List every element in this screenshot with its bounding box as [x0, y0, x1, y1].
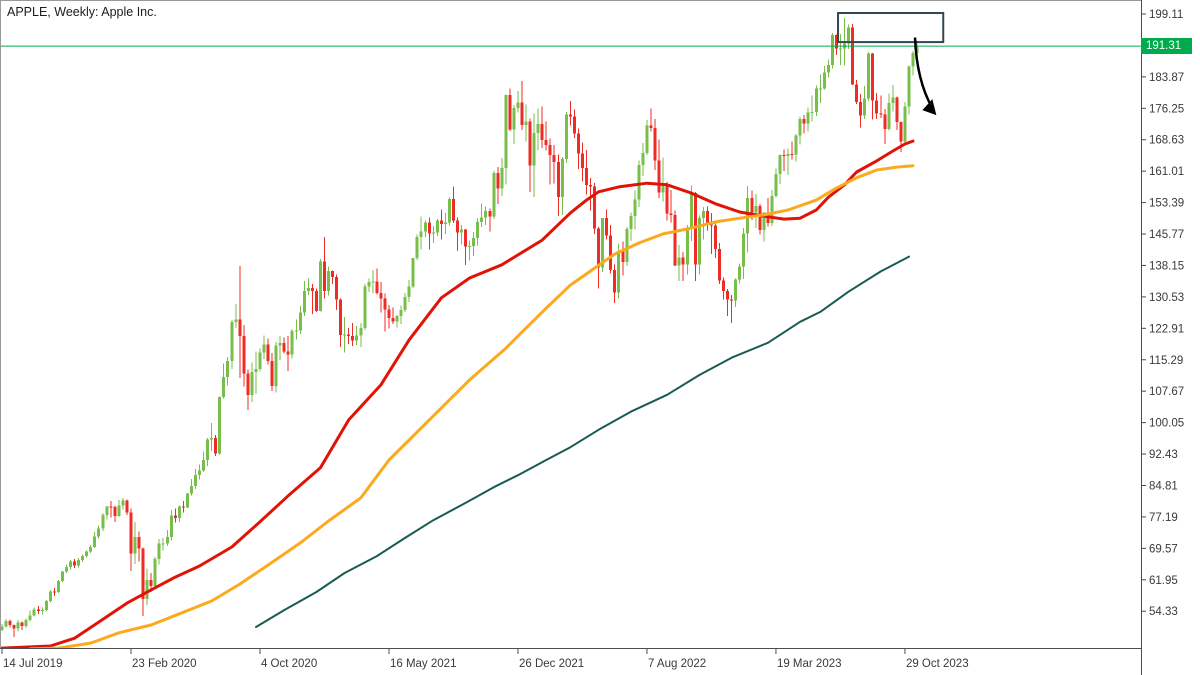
price-scale-label: 100.05 — [1149, 418, 1184, 430]
price-scale[interactable]: 199.11 183.87 176.25 168.63 161.01 153.39 145.… — [1149, 9, 1184, 618]
time-scale-label: 14 Jul 2019 — [3, 658, 62, 670]
price-scale-label: 145.77 — [1149, 229, 1184, 241]
price-scale-label: 168.63 — [1149, 135, 1184, 147]
arrow-head-icon — [922, 99, 937, 116]
time-scale-label: 16 May 2021 — [390, 658, 457, 670]
price-scale-label: 138.15 — [1149, 260, 1184, 272]
time-scale-label: 7 Aug 2022 — [648, 658, 706, 670]
price-scale-label: 161.01 — [1149, 166, 1184, 178]
time-scale[interactable]: 14 Jul 2019 23 Feb 2020 4 Oct 2020 16 May 2… — [3, 658, 969, 670]
drawing-objects-layer[interactable] — [837, 12, 945, 116]
ma-fast-red[interactable] — [0, 139, 915, 648]
axes-layer — [0, 0, 1146, 675]
price-scale-label: 84.81 — [1149, 480, 1178, 492]
moving-averages-layer — [0, 139, 915, 649]
price-scale-label: 122.91 — [1149, 323, 1184, 335]
ma-mid-orange[interactable] — [29, 164, 915, 649]
price-scale-label: 77.19 — [1149, 512, 1178, 524]
symbol-title: APPLE, Weekly: Apple Inc. — [7, 5, 157, 19]
chart-plot-area[interactable] — [0, 0, 1141, 648]
price-scale-label: 183.87 — [1149, 72, 1184, 84]
price-scale-label: 107.67 — [1149, 386, 1184, 398]
price-scale-label: 54.33 — [1149, 606, 1178, 618]
rectangle-annotation[interactable] — [837, 12, 945, 44]
price-scale-label: 69.57 — [1149, 543, 1178, 555]
current-price-badge: 191.31 — [1141, 38, 1192, 55]
time-scale-label: 19 Mar 2023 — [777, 658, 842, 670]
price-scale-label: 61.95 — [1149, 575, 1178, 587]
time-scale-label: 23 Feb 2020 — [132, 658, 197, 670]
price-scale-label: 130.53 — [1149, 292, 1184, 304]
price-scale-label: 115.29 — [1149, 355, 1183, 367]
time-scale-label: 26 Dec 2021 — [519, 658, 584, 670]
time-scale-label: 29 Oct 2023 — [906, 658, 969, 670]
price-scale-label: 176.25 — [1149, 103, 1184, 115]
price-scale-label: 153.39 — [1149, 198, 1184, 210]
ma-slow-teal[interactable] — [255, 255, 910, 628]
price-scale-label: 92.43 — [1149, 449, 1178, 461]
time-scale-label: 4 Oct 2020 — [261, 658, 317, 670]
price-scale-label: 199.11 — [1149, 9, 1183, 21]
